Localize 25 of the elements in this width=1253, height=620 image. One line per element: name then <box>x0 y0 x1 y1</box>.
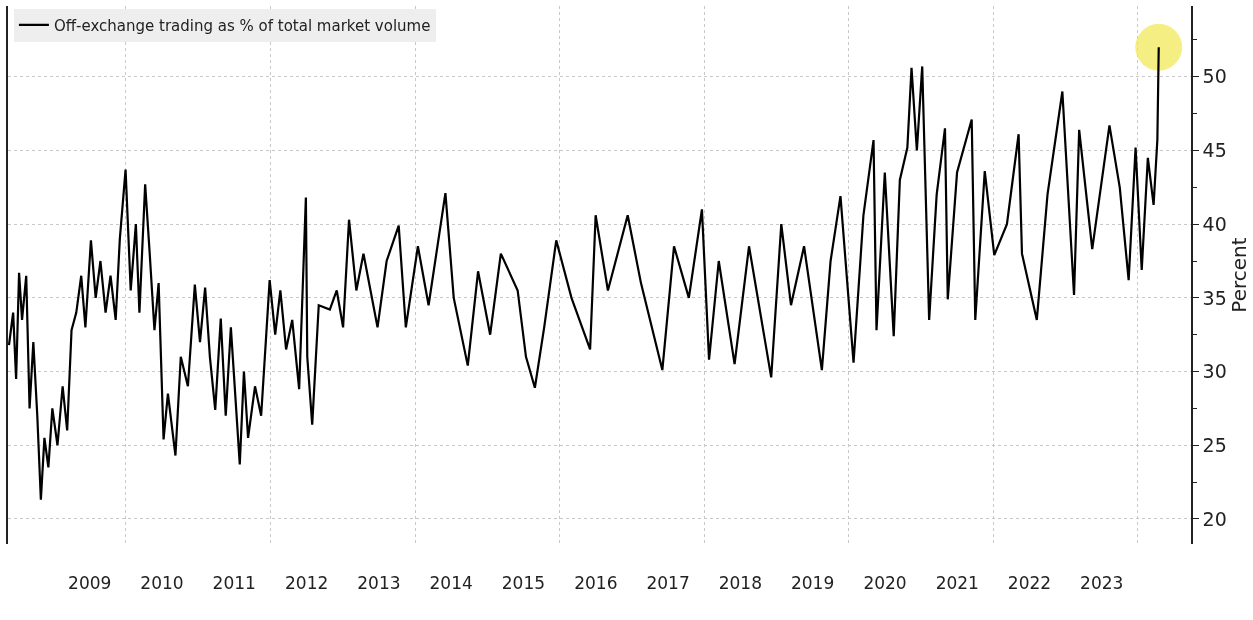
x-tick-label: 2020 <box>863 573 907 594</box>
x-tick-label: 2018 <box>718 573 762 594</box>
y-tick-label: 50 <box>1202 65 1227 88</box>
x-tick-label: 2009 <box>68 573 112 594</box>
x-tick-label: 2013 <box>357 573 401 594</box>
legend-label: Off-exchange trading as % of total market volume <box>53 16 431 35</box>
y-tick-label: 20 <box>1202 507 1227 530</box>
x-tick-label: 2023 <box>1080 573 1124 594</box>
x-tick-label: 2019 <box>790 573 835 594</box>
x-tick-label: 2017 <box>646 573 690 594</box>
y-tick-label: 40 <box>1202 212 1227 235</box>
x-tick-label: 2012 <box>285 573 329 594</box>
x-tick-label: 2016 <box>574 573 618 594</box>
x-tick-label: 2011 <box>212 573 256 594</box>
y-tick-label: 25 <box>1202 433 1227 456</box>
y-tick-label: 45 <box>1202 139 1227 162</box>
x-tick-label: 2022 <box>1007 573 1052 594</box>
x-tick-label: 2021 <box>935 573 979 594</box>
x-tick-label: 2015 <box>501 573 546 594</box>
y-tick-label: 35 <box>1202 286 1227 309</box>
x-tick-label: 2010 <box>140 573 184 594</box>
y-axis-title: Percent <box>1226 237 1251 313</box>
line-series <box>8 46 1160 501</box>
y-tick-label: 30 <box>1202 360 1227 383</box>
x-tick-label: 2014 <box>429 573 473 594</box>
